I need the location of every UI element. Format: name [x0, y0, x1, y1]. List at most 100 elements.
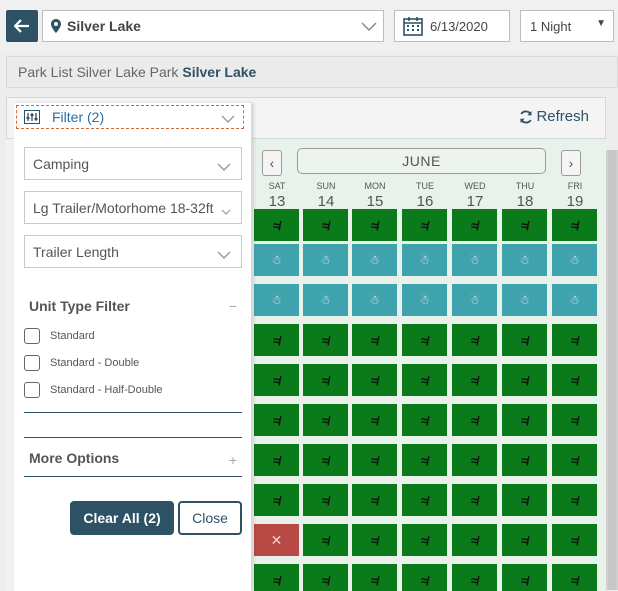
available-cell[interactable]: ≉ [254, 404, 299, 436]
available-cell[interactable]: ≉ [254, 324, 299, 356]
available-cell[interactable]: ≉ [502, 564, 547, 591]
walkup-cell[interactable]: ☃ [352, 244, 397, 276]
available-cell[interactable]: ≉ [402, 524, 447, 556]
walkup-cell[interactable]: ☃ [402, 244, 447, 276]
walkup-cell[interactable]: ☃ [502, 284, 547, 316]
filter-toggle[interactable]: Filter (2) [16, 105, 244, 129]
walkup-cell[interactable]: ☃ [402, 284, 447, 316]
refresh-button[interactable]: Refresh [519, 108, 589, 125]
close-button[interactable]: Close [178, 501, 242, 535]
more-options-toggle[interactable]: More Options [29, 450, 120, 466]
checkbox[interactable] [24, 328, 40, 344]
available-cell[interactable]: ≉ [303, 364, 348, 396]
available-cell[interactable]: ≉ [303, 564, 348, 591]
available-cell[interactable]: ≉ [254, 444, 299, 476]
available-cell[interactable]: ≉ [254, 209, 299, 241]
available-cell[interactable]: ≉ [552, 404, 597, 436]
walkup-cell[interactable]: ☃ [552, 284, 597, 316]
trailer-length-select[interactable]: Trailer Length [24, 235, 242, 268]
available-cell[interactable]: ≉ [552, 324, 597, 356]
available-cell[interactable]: ≉ [502, 404, 547, 436]
available-cell[interactable]: ≉ [402, 444, 447, 476]
available-cell[interactable]: ≉ [303, 209, 348, 241]
available-cell[interactable]: ≉ [502, 524, 547, 556]
walkup-cell[interactable]: ☃ [303, 284, 348, 316]
available-cell[interactable]: ≉ [452, 209, 497, 241]
unit-type-label: Standard - Double [50, 357, 140, 369]
park-select[interactable]: Silver Lake [42, 10, 384, 42]
checkbox[interactable] [24, 355, 40, 371]
available-cell[interactable]: ≉ [502, 209, 547, 241]
available-cell[interactable]: ≉ [552, 444, 597, 476]
available-cell[interactable]: ≉ [452, 564, 497, 591]
available-cell[interactable]: ≉ [402, 324, 447, 356]
available-cell[interactable]: ≉ [552, 564, 597, 591]
walking-person-icon: ☃ [320, 293, 331, 307]
available-cell[interactable]: ≉ [352, 444, 397, 476]
unit-type-filter-title[interactable]: Unit Type Filter [29, 298, 130, 314]
available-cell[interactable]: ≉ [303, 444, 348, 476]
walkup-cell[interactable]: ☃ [452, 244, 497, 276]
available-cell[interactable]: ≉ [402, 564, 447, 591]
available-cell[interactable]: ≉ [402, 209, 447, 241]
available-cell[interactable]: ≉ [452, 404, 497, 436]
available-cell[interactable]: ≉ [552, 484, 597, 516]
available-cell[interactable]: ≉ [352, 209, 397, 241]
walkup-cell[interactable]: ☃ [552, 244, 597, 276]
walkup-cell[interactable]: ☃ [254, 244, 299, 276]
expand-icon[interactable]: + [228, 452, 237, 468]
available-cell[interactable]: ≉ [402, 364, 447, 396]
available-cell[interactable]: ≉ [303, 404, 348, 436]
available-cell[interactable]: ≉ [303, 484, 348, 516]
available-cell[interactable]: ≉ [502, 364, 547, 396]
breadcrumb-park-name[interactable]: Silver Lake Park [76, 64, 179, 80]
available-cell[interactable]: ≉ [452, 524, 497, 556]
available-cell[interactable]: ≉ [552, 364, 597, 396]
checkbox[interactable] [24, 382, 40, 398]
unit-type-standard[interactable]: Standard [24, 328, 95, 344]
available-cell[interactable]: ≉ [352, 484, 397, 516]
walkup-cell[interactable]: ☃ [452, 284, 497, 316]
available-cell[interactable]: ≉ [402, 404, 447, 436]
clear-all-button[interactable]: Clear All (2) [70, 501, 174, 535]
nights-select[interactable]: 1 Night ▼ [520, 10, 614, 42]
available-cell[interactable]: ≉ [352, 564, 397, 591]
unavailable-cell[interactable]: ✕ [254, 524, 299, 556]
back-button[interactable] [6, 10, 38, 42]
available-cell[interactable]: ≉ [352, 324, 397, 356]
walkup-cell[interactable]: ☃ [303, 244, 348, 276]
scrollbar[interactable] [606, 150, 618, 590]
available-cell[interactable]: ≉ [254, 364, 299, 396]
unit-type-standard-double[interactable]: Standard - Double [24, 355, 139, 371]
breadcrumb-park-list[interactable]: Park List [18, 64, 73, 80]
scrollbar-thumb[interactable] [608, 150, 616, 590]
equipment-select[interactable]: Lg Trailer/Motorhome 18-32ft [24, 191, 242, 224]
category-select[interactable]: Camping [24, 147, 242, 180]
available-cell[interactable]: ≉ [452, 484, 497, 516]
available-cell[interactable]: ≉ [552, 209, 597, 241]
available-cell[interactable]: ≉ [303, 324, 348, 356]
available-cell[interactable]: ≉ [352, 364, 397, 396]
available-cell[interactable]: ≉ [254, 484, 299, 516]
available-cell[interactable]: ≉ [402, 484, 447, 516]
available-cell[interactable]: ≉ [303, 524, 348, 556]
available-cell[interactable]: ≉ [452, 444, 497, 476]
available-cell[interactable]: ≉ [254, 564, 299, 591]
unit-type-standard-half-double[interactable]: Standard - Half-Double [24, 382, 163, 398]
previous-week-button[interactable]: ‹ [262, 150, 282, 176]
available-cell[interactable]: ≉ [502, 484, 547, 516]
walkup-cell[interactable]: ☃ [352, 284, 397, 316]
next-week-button[interactable]: › [561, 150, 581, 176]
available-cell[interactable]: ≉ [552, 524, 597, 556]
walkup-cell[interactable]: ☃ [502, 244, 547, 276]
arrival-date-field[interactable]: 6/13/2020 [394, 10, 510, 42]
available-cell[interactable]: ≉ [502, 444, 547, 476]
available-cell[interactable]: ≉ [352, 404, 397, 436]
available-cell[interactable]: ≉ [452, 324, 497, 356]
walkup-cell[interactable]: ☃ [254, 284, 299, 316]
available-cell[interactable]: ≉ [502, 324, 547, 356]
not-equal-icon: ≉ [520, 372, 529, 388]
available-cell[interactable]: ≉ [352, 524, 397, 556]
collapse-icon[interactable]: − [228, 298, 237, 314]
available-cell[interactable]: ≉ [452, 364, 497, 396]
